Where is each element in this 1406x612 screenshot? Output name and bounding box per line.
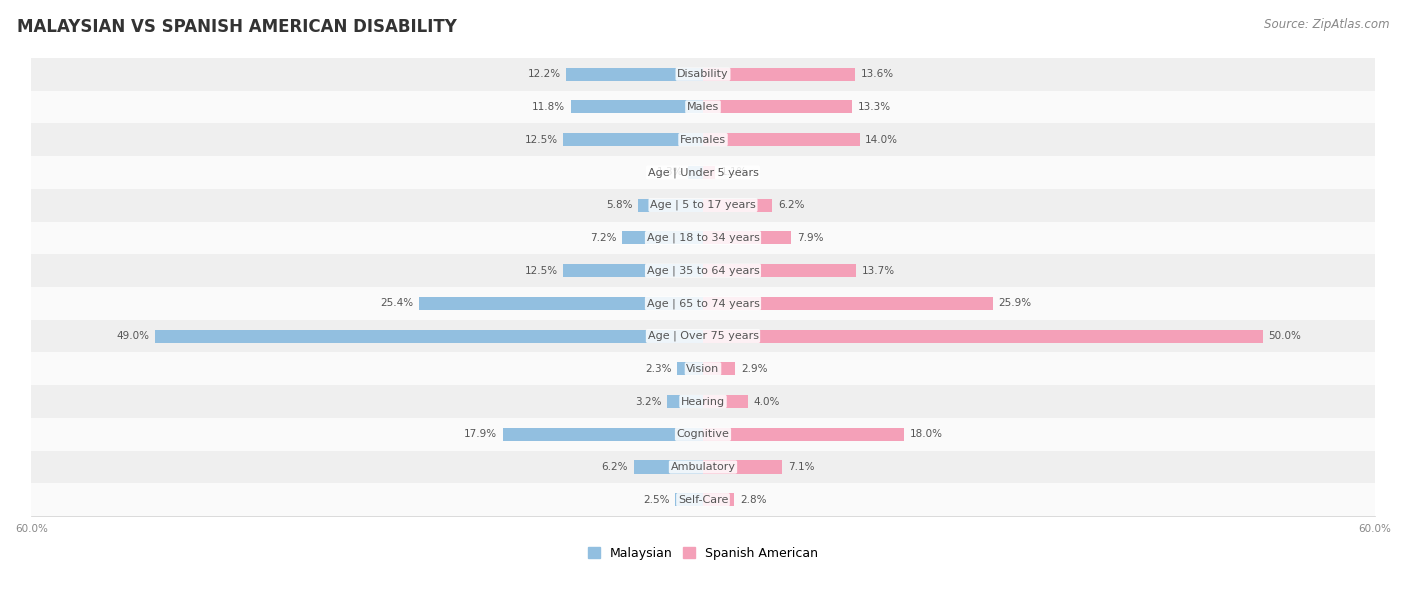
Text: Self-Care: Self-Care: [678, 494, 728, 505]
Bar: [638, 198, 703, 212]
Bar: [31, 123, 1375, 156]
Text: 18.0%: 18.0%: [910, 429, 943, 439]
Text: 7.9%: 7.9%: [797, 233, 824, 243]
Text: 1.3%: 1.3%: [657, 168, 683, 177]
Bar: [31, 254, 1375, 287]
Text: 5.8%: 5.8%: [606, 200, 633, 210]
Bar: [703, 493, 734, 506]
Bar: [703, 428, 904, 441]
Bar: [678, 362, 703, 375]
Bar: [703, 133, 859, 146]
Text: 11.8%: 11.8%: [533, 102, 565, 112]
Text: 25.9%: 25.9%: [998, 298, 1032, 308]
Text: 13.7%: 13.7%: [862, 266, 896, 275]
Text: Hearing: Hearing: [681, 397, 725, 406]
Text: Vision: Vision: [686, 364, 720, 374]
Text: 13.6%: 13.6%: [860, 69, 894, 79]
Bar: [503, 428, 703, 441]
Text: Cognitive: Cognitive: [676, 429, 730, 439]
Bar: [31, 385, 1375, 418]
Text: Age | 5 to 17 years: Age | 5 to 17 years: [650, 200, 756, 211]
Text: 6.2%: 6.2%: [778, 200, 804, 210]
Text: 1.1%: 1.1%: [721, 168, 748, 177]
Bar: [703, 297, 993, 310]
Text: 7.2%: 7.2%: [591, 233, 617, 243]
Bar: [703, 460, 783, 474]
Bar: [668, 395, 703, 408]
Text: 49.0%: 49.0%: [115, 331, 149, 341]
Bar: [571, 100, 703, 113]
Bar: [623, 231, 703, 244]
Bar: [31, 188, 1375, 222]
Bar: [703, 264, 856, 277]
Legend: Malaysian, Spanish American: Malaysian, Spanish American: [582, 542, 824, 565]
Bar: [31, 156, 1375, 188]
Text: 2.5%: 2.5%: [643, 494, 669, 505]
Bar: [703, 231, 792, 244]
Bar: [703, 198, 772, 212]
Text: 50.0%: 50.0%: [1268, 331, 1301, 341]
Bar: [703, 362, 735, 375]
Text: Males: Males: [688, 102, 718, 112]
Bar: [675, 493, 703, 506]
Bar: [562, 264, 703, 277]
Text: Ambulatory: Ambulatory: [671, 462, 735, 472]
Text: 7.1%: 7.1%: [789, 462, 814, 472]
Text: Age | 18 to 34 years: Age | 18 to 34 years: [647, 233, 759, 243]
Bar: [31, 222, 1375, 254]
Text: Age | Under 5 years: Age | Under 5 years: [648, 167, 758, 177]
Bar: [31, 450, 1375, 483]
Text: 12.5%: 12.5%: [524, 135, 558, 144]
Bar: [31, 483, 1375, 516]
Bar: [419, 297, 703, 310]
Bar: [31, 287, 1375, 319]
Text: 2.3%: 2.3%: [645, 364, 672, 374]
Bar: [155, 329, 703, 343]
Bar: [689, 166, 703, 179]
Text: 17.9%: 17.9%: [464, 429, 498, 439]
Bar: [703, 166, 716, 179]
Text: 4.0%: 4.0%: [754, 397, 780, 406]
Bar: [703, 395, 748, 408]
Bar: [567, 68, 703, 81]
Text: Source: ZipAtlas.com: Source: ZipAtlas.com: [1264, 18, 1389, 31]
Text: MALAYSIAN VS SPANISH AMERICAN DISABILITY: MALAYSIAN VS SPANISH AMERICAN DISABILITY: [17, 18, 457, 36]
Text: 12.2%: 12.2%: [527, 69, 561, 79]
Bar: [31, 353, 1375, 385]
Text: 6.2%: 6.2%: [602, 462, 628, 472]
Text: 14.0%: 14.0%: [865, 135, 898, 144]
Text: 2.8%: 2.8%: [740, 494, 766, 505]
Text: 2.9%: 2.9%: [741, 364, 768, 374]
Bar: [31, 319, 1375, 353]
Bar: [634, 460, 703, 474]
Text: 3.2%: 3.2%: [636, 397, 662, 406]
Bar: [703, 329, 1263, 343]
Text: 12.5%: 12.5%: [524, 266, 558, 275]
Bar: [31, 418, 1375, 450]
Bar: [562, 133, 703, 146]
Text: Females: Females: [681, 135, 725, 144]
Text: Disability: Disability: [678, 69, 728, 79]
Bar: [703, 100, 852, 113]
Text: Age | 65 to 74 years: Age | 65 to 74 years: [647, 298, 759, 308]
Text: Age | 35 to 64 years: Age | 35 to 64 years: [647, 266, 759, 276]
Text: 13.3%: 13.3%: [858, 102, 890, 112]
Bar: [31, 91, 1375, 123]
Text: Age | Over 75 years: Age | Over 75 years: [648, 331, 758, 341]
Text: 25.4%: 25.4%: [380, 298, 413, 308]
Bar: [703, 68, 855, 81]
Bar: [31, 58, 1375, 91]
